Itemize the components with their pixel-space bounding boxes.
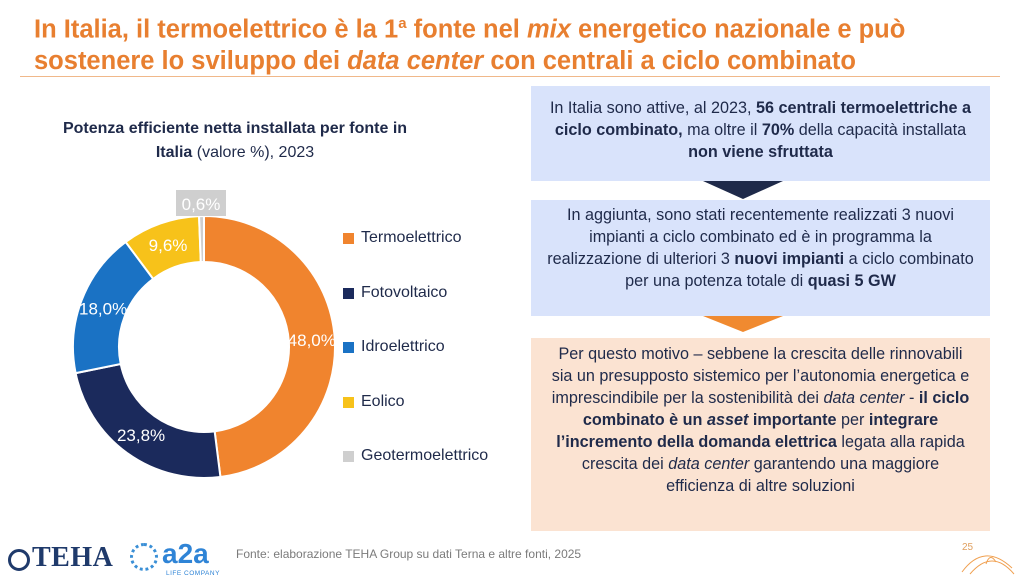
donut-data-label: 0,6% <box>182 195 221 214</box>
source-note: Fonte: elaborazione TEHA Group su dati T… <box>236 547 582 561</box>
legend-label: Termoelettrico <box>361 229 462 246</box>
down-arrow-icon <box>703 316 783 332</box>
legend-label: Eolico <box>361 392 405 410</box>
legend-label: Fotovoltaico <box>361 283 448 301</box>
chart-title: Potenza efficiente netta installata per … <box>20 117 450 165</box>
donut-slice-termoelettrico <box>203 214 336 479</box>
donut-data-label: 23,8% <box>117 426 165 445</box>
donut-data-label: 48,0% <box>288 331 336 350</box>
legend-swatch <box>343 287 354 299</box>
title-text: In Italia, il termoelettrico è la 1 <box>34 15 399 44</box>
title-text: con centrali a ciclo combinato <box>483 46 856 75</box>
title-text: fonte nel <box>406 15 527 44</box>
legend-swatch <box>343 451 354 462</box>
chart-title-rest: (valore %), 2023 <box>192 144 315 161</box>
info-box-attive: In Italia sono attive, al 2023, 56 centr… <box>531 86 990 181</box>
teha-mark-icon <box>8 548 30 571</box>
title-italic: data center <box>347 46 484 75</box>
down-arrow-icon <box>703 181 783 199</box>
legend-label: Idroelettrico <box>361 338 445 355</box>
a2a-mark-icon <box>130 543 158 571</box>
donut-data-label: 18,0% <box>79 300 127 319</box>
chart-title-bold: Potenza efficiente netta installata per … <box>62 120 408 137</box>
corner-decoration-icon <box>961 555 1015 575</box>
donut-slice-fotovoltaico <box>74 362 222 479</box>
title-italic: mix <box>526 15 571 44</box>
teha-logo: TEHA <box>8 542 113 574</box>
legend-swatch <box>343 233 354 244</box>
legend-swatch <box>343 396 354 408</box>
info-box-conclusione: Per questo motivo – sebbene la crescita … <box>531 338 990 531</box>
legend-swatch <box>343 342 354 353</box>
donut-label-bg <box>176 190 226 216</box>
page-number: 25 <box>962 542 974 553</box>
donut-slice-geotermoelettrico <box>198 214 205 264</box>
title-text: sostenere lo sviluppo dei <box>34 46 348 75</box>
title-text: energetico nazionale e può <box>570 15 906 44</box>
chart-title-bold: Italia <box>155 144 193 161</box>
title-superscript: a <box>398 15 407 32</box>
title-divider <box>20 76 1000 77</box>
legend-label: Geotermoelettrico <box>361 447 489 464</box>
donut-data-label: 9,6% <box>149 236 188 255</box>
page-title: In Italia, il termoelettrico è la 1a fon… <box>34 8 1004 77</box>
info-box-nuovi-impianti: In aggiunta, sono stati recentemente rea… <box>531 200 990 316</box>
